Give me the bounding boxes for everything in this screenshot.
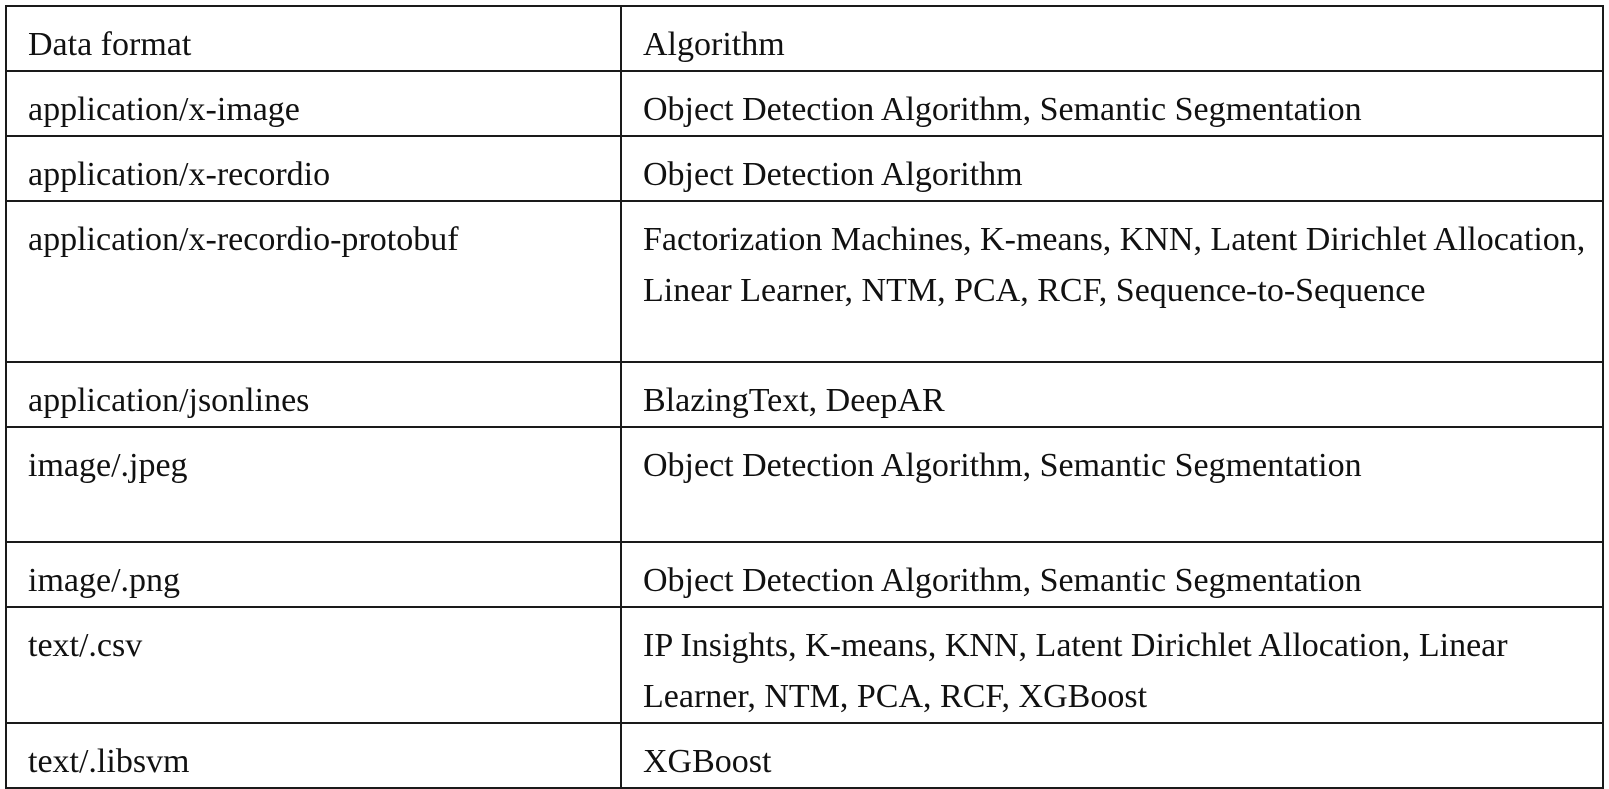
table-row: text/.libsvm XGBoost bbox=[5, 722, 1604, 789]
format-cell: application/x-image bbox=[5, 70, 622, 137]
table-header-row: Data format Algorithm bbox=[5, 5, 1604, 72]
table-row: application/x-recordio-protobuf Factoriz… bbox=[5, 200, 1604, 363]
format-cell: application/x-recordio bbox=[5, 135, 622, 202]
format-cell: application/jsonlines bbox=[5, 361, 622, 428]
table-row: image/.png Object Detection Algorithm, S… bbox=[5, 541, 1604, 608]
format-cell: image/.png bbox=[5, 541, 622, 608]
algorithm-cell: IP Insights, K-means, KNN, Latent Dirich… bbox=[620, 606, 1604, 724]
header-data-format: Data format bbox=[5, 5, 622, 72]
format-cell: text/.libsvm bbox=[5, 722, 622, 789]
format-cell: image/.jpeg bbox=[5, 426, 622, 543]
table-row: application/x-recordio Object Detection … bbox=[5, 135, 1604, 202]
data-format-algorithm-table: Data format Algorithm application/x-imag… bbox=[5, 5, 1604, 789]
algorithm-cell: Object Detection Algorithm, Semantic Seg… bbox=[620, 541, 1604, 608]
algorithm-cell: XGBoost bbox=[620, 722, 1604, 789]
table-row: application/jsonlines BlazingText, DeepA… bbox=[5, 361, 1604, 428]
algorithm-cell: Object Detection Algorithm, Semantic Seg… bbox=[620, 426, 1604, 543]
algorithm-cell: Object Detection Algorithm, Semantic Seg… bbox=[620, 70, 1604, 137]
algorithm-cell: Object Detection Algorithm bbox=[620, 135, 1604, 202]
table-row: application/x-image Object Detection Alg… bbox=[5, 70, 1604, 137]
algorithm-cell: BlazingText, DeepAR bbox=[620, 361, 1604, 428]
table-row: image/.jpeg Object Detection Algorithm, … bbox=[5, 426, 1604, 543]
algorithm-cell: Factorization Machines, K-means, KNN, La… bbox=[620, 200, 1604, 363]
format-cell: text/.csv bbox=[5, 606, 622, 724]
format-cell: application/x-recordio-protobuf bbox=[5, 200, 622, 363]
table-row: text/.csv IP Insights, K-means, KNN, Lat… bbox=[5, 606, 1604, 724]
header-algorithm: Algorithm bbox=[620, 5, 1604, 72]
